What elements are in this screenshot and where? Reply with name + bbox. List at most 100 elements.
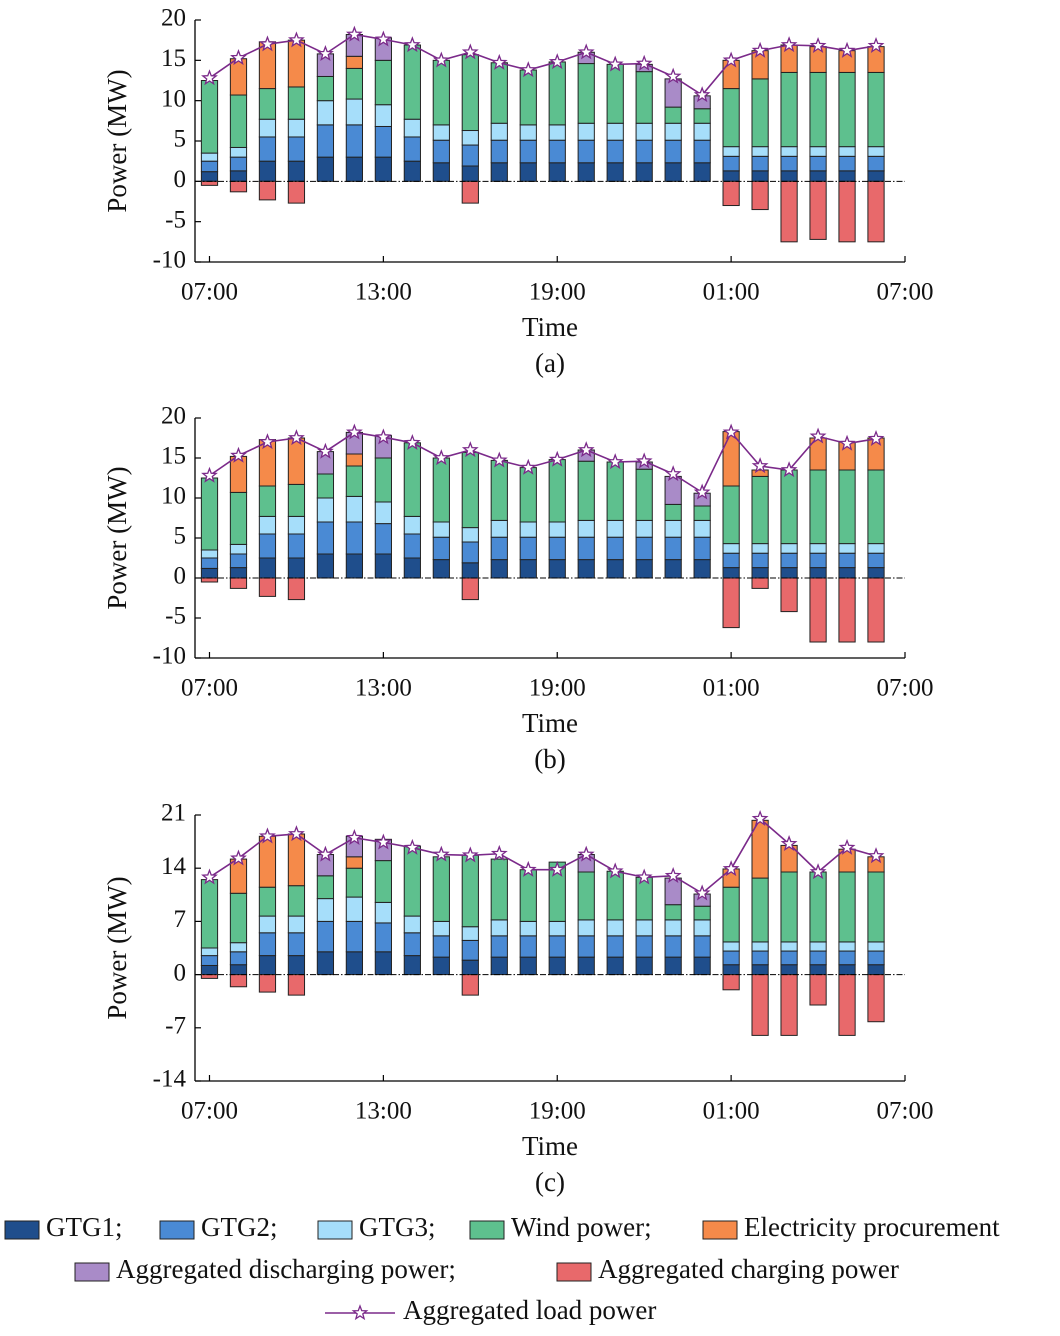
x-tick-label: 13:00 bbox=[355, 1098, 412, 1125]
load-marker bbox=[664, 465, 682, 482]
bar-segment bbox=[635, 956, 653, 976]
x-tick-label: 13:00 bbox=[355, 675, 412, 702]
bar-segment bbox=[345, 920, 364, 953]
bar-segment bbox=[432, 856, 450, 922]
load-marker bbox=[490, 53, 508, 70]
load-marker bbox=[664, 866, 682, 883]
legend-label: Aggregated charging power bbox=[598, 1254, 899, 1284]
bar-segment bbox=[635, 162, 653, 182]
legend-label: GTG2; bbox=[201, 1212, 278, 1242]
bar-segment bbox=[867, 964, 885, 976]
load-marker bbox=[490, 844, 508, 861]
load-marker bbox=[403, 36, 421, 53]
y-tick-label: 10 bbox=[161, 483, 186, 510]
bar-segment bbox=[316, 898, 335, 922]
bar-segment bbox=[316, 156, 335, 182]
y-tick-label: -7 bbox=[165, 1013, 186, 1040]
bar-segment bbox=[867, 437, 885, 471]
bar-segment bbox=[316, 100, 335, 126]
bar-segment bbox=[722, 964, 740, 976]
bar-segment bbox=[635, 919, 653, 937]
bar-segment bbox=[693, 559, 711, 579]
bar-segment bbox=[664, 106, 682, 124]
legend-label: Aggregated load power bbox=[403, 1295, 656, 1325]
bar-segment bbox=[287, 577, 306, 601]
load-line bbox=[209, 430, 877, 494]
load-marker bbox=[693, 884, 711, 901]
load-marker bbox=[577, 441, 595, 458]
bar-segment bbox=[722, 567, 740, 579]
load-marker bbox=[230, 446, 247, 463]
bar-segment bbox=[403, 932, 421, 957]
bar-segment bbox=[780, 974, 798, 1036]
bar-segment bbox=[432, 457, 450, 523]
bar-segment bbox=[200, 171, 219, 182]
bar-segment bbox=[635, 559, 653, 579]
bar-segment bbox=[316, 124, 335, 158]
load-marker bbox=[316, 45, 334, 62]
load-marker bbox=[403, 433, 421, 450]
bar-segment bbox=[809, 180, 827, 240]
bar-segment bbox=[345, 156, 364, 182]
load-marker bbox=[838, 838, 856, 855]
load-marker bbox=[867, 429, 885, 446]
bar-segment bbox=[867, 155, 885, 172]
legend-label: GTG1; bbox=[46, 1212, 123, 1242]
bar-segment bbox=[751, 567, 769, 579]
bar-segment bbox=[345, 553, 364, 579]
y-tick-label: -14 bbox=[153, 1066, 187, 1093]
bar-segment bbox=[577, 871, 595, 921]
bar-segment bbox=[780, 44, 798, 73]
bar-segment bbox=[548, 536, 566, 561]
bar-segment bbox=[751, 552, 769, 569]
bar-segment bbox=[722, 886, 740, 943]
bar-segment bbox=[548, 521, 566, 538]
load-marker bbox=[374, 30, 392, 47]
bar-segment bbox=[780, 964, 798, 976]
bar-segment bbox=[519, 869, 537, 922]
legend-swatch bbox=[317, 1220, 353, 1240]
load-marker bbox=[432, 845, 450, 862]
bar-segment bbox=[838, 941, 856, 952]
bar-segment bbox=[229, 491, 248, 545]
bar-segment bbox=[809, 71, 827, 148]
bar-segment bbox=[200, 964, 219, 976]
bar-segment bbox=[664, 139, 682, 164]
bar-segment bbox=[432, 559, 450, 579]
bar-segment bbox=[809, 146, 827, 157]
bar-segment bbox=[519, 69, 537, 126]
load-marker bbox=[635, 54, 653, 71]
bar-segment bbox=[490, 162, 508, 182]
bar-segment bbox=[606, 519, 624, 538]
load-marker bbox=[345, 423, 363, 440]
bar-segment bbox=[287, 118, 306, 138]
bar-segment bbox=[490, 62, 508, 124]
bar-segment bbox=[664, 559, 682, 579]
bar-segment bbox=[838, 180, 856, 243]
bar-segment bbox=[316, 553, 335, 579]
bar-segment bbox=[693, 935, 711, 958]
bar-segment bbox=[635, 536, 653, 561]
bar-segment bbox=[200, 549, 219, 559]
legend-label: GTG3; bbox=[359, 1212, 436, 1242]
bar-segment bbox=[490, 139, 508, 164]
bar-segment bbox=[751, 543, 769, 554]
bar-segment bbox=[316, 875, 335, 900]
bar-segment bbox=[345, 495, 364, 523]
y-tick-label: 20 bbox=[161, 5, 186, 32]
bar-segment bbox=[258, 557, 277, 579]
bar-segment bbox=[519, 935, 537, 958]
bar-segment bbox=[287, 915, 306, 934]
bar-segment bbox=[229, 858, 248, 894]
bar-segment bbox=[316, 951, 335, 976]
bar-segment bbox=[809, 964, 827, 976]
bar-segment bbox=[490, 459, 508, 521]
bar-segment bbox=[606, 935, 624, 958]
bar-segment bbox=[809, 941, 827, 952]
bar-segment bbox=[461, 926, 479, 941]
y-tick-label: -5 bbox=[165, 206, 186, 233]
bar-segment bbox=[635, 71, 653, 124]
load-line bbox=[209, 817, 877, 895]
load-marker bbox=[288, 429, 305, 446]
bar-segment bbox=[809, 552, 827, 569]
